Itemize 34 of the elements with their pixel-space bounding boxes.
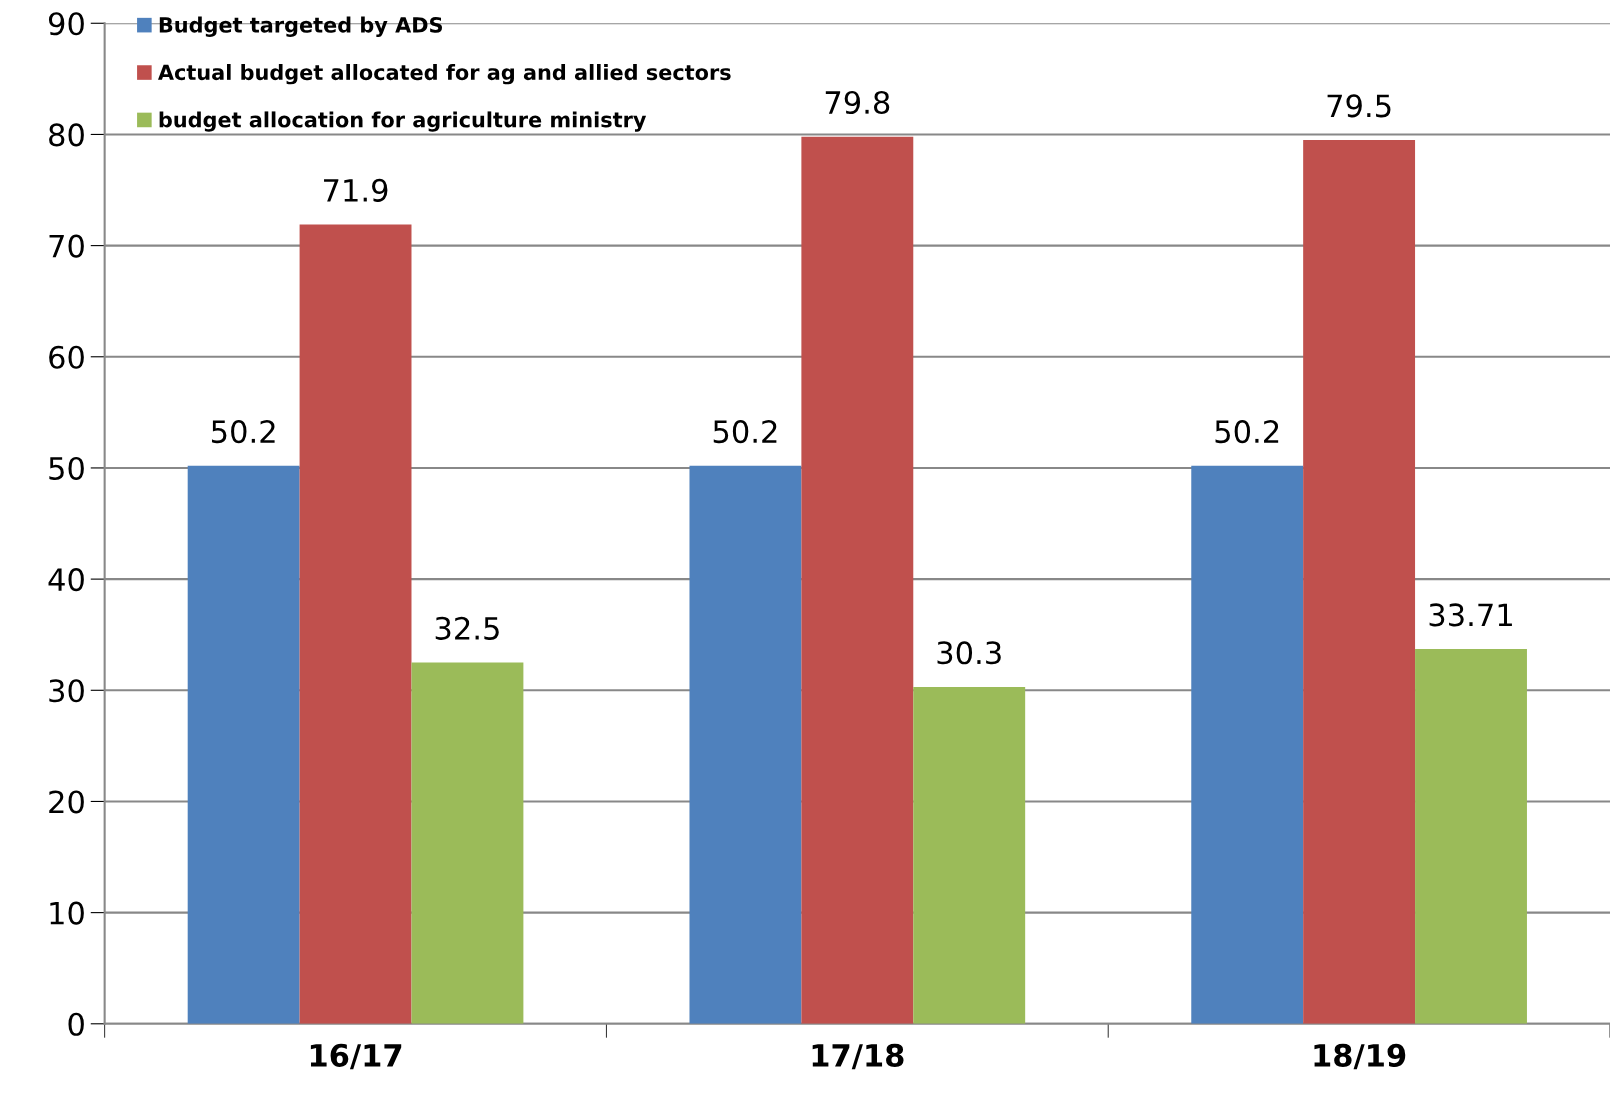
y-tick-label: 20	[49, 790, 84, 814]
data-label: 71.9	[324, 178, 388, 202]
bar	[1415, 649, 1527, 1024]
y-tick-label: 0	[68, 1012, 84, 1036]
bar	[299, 224, 412, 1024]
y-tick-label: 50	[49, 456, 84, 480]
data-label: 79.5	[1327, 94, 1391, 118]
legend-label: Budget targeted by ADS	[159, 16, 443, 37]
x-tick-label: 18/19	[1314, 1043, 1406, 1070]
data-label: 30.3	[937, 641, 1001, 665]
y-tick-label: 30	[49, 679, 84, 703]
bar	[411, 662, 524, 1024]
data-label: 50.2	[713, 420, 777, 444]
y-tick-label: 70	[49, 234, 84, 258]
data-label: 79.8	[825, 90, 890, 115]
x-tick-label: 16/17	[310, 1043, 402, 1070]
x-tick-label: 17/18	[812, 1043, 904, 1070]
data-label: 50.2	[211, 420, 275, 444]
y-tick-label: 10	[50, 901, 84, 925]
y-tick-label: 80	[49, 123, 84, 147]
legend-label: budget allocation for agriculture ministry	[159, 111, 647, 132]
data-label: 50.2	[1215, 420, 1279, 444]
legend-label: Actual budget allocated for ag and allied sectors	[158, 64, 731, 85]
bar	[1303, 140, 1416, 1024]
bar	[801, 136, 914, 1024]
bar	[1191, 465, 1304, 1024]
y-tick-label: 40	[48, 568, 84, 592]
y-tick-label: 60	[49, 345, 84, 369]
data-label: 33.71	[1429, 603, 1512, 627]
bar	[913, 686, 1026, 1024]
bar	[689, 465, 802, 1024]
bar	[187, 465, 300, 1024]
data-label: 32.5	[435, 616, 499, 640]
y-tick-label: 90	[48, 12, 84, 36]
